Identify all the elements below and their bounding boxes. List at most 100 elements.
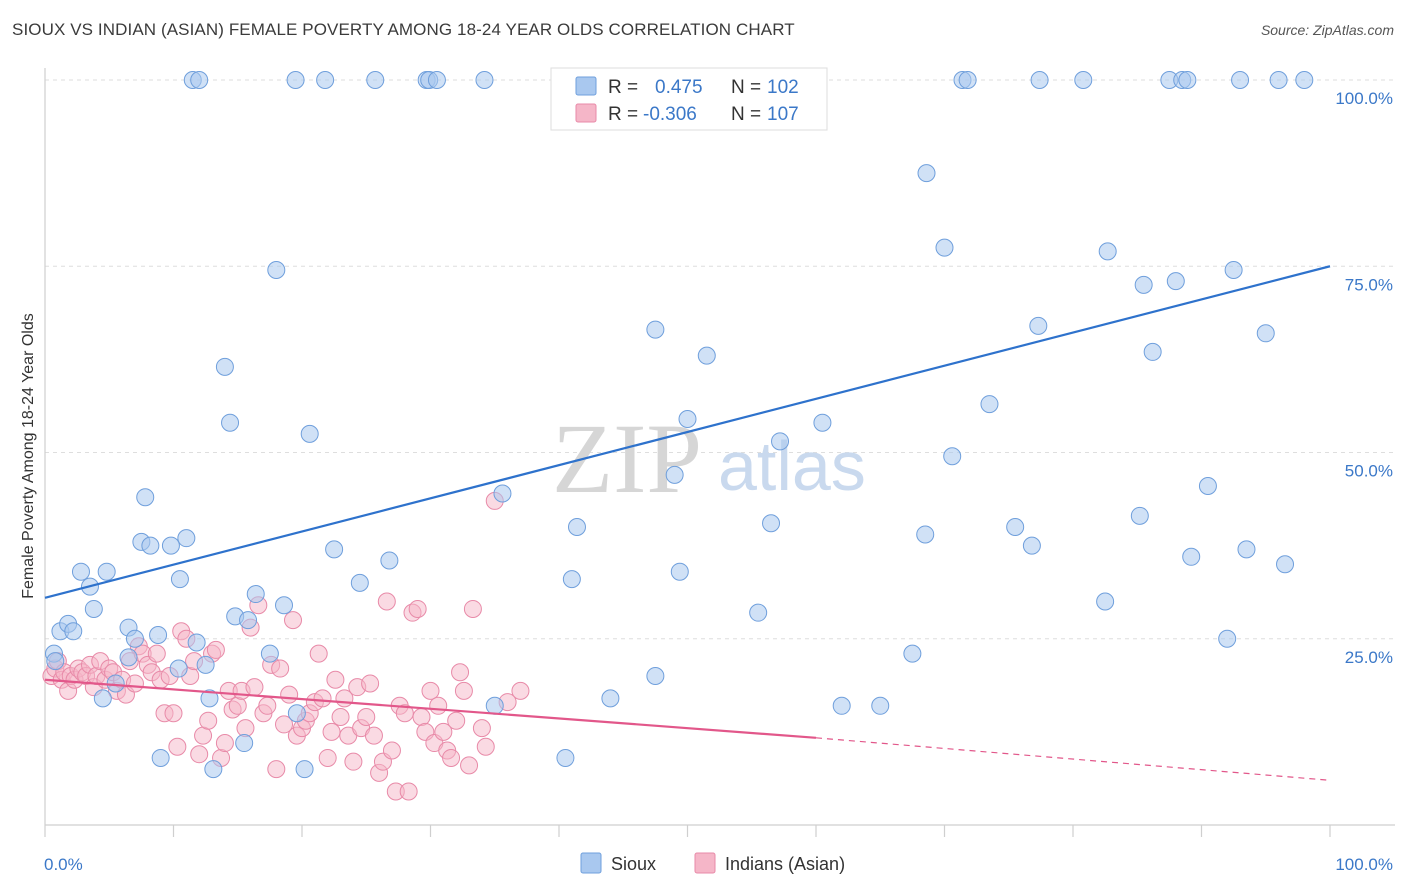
sioux-point [678,409,697,428]
sioux-point [903,644,922,663]
sioux-point [1295,71,1314,89]
sioux-point [190,71,209,89]
indian-point [199,711,218,730]
sioux-point [832,696,851,715]
legend-swatch-indian [575,103,597,123]
indian-trend-line [44,678,817,739]
sioux-trend-line [44,265,1331,599]
indian-point [236,719,255,738]
sioux-point [762,514,781,533]
indian-point [460,756,479,775]
sioux-point [1269,71,1288,89]
sioux-point [1006,518,1025,536]
sioux-point [149,626,168,645]
x-tick-label-min: 0.0% [44,855,83,874]
legend: R = 0.475 N = 102 R = -0.306 N = 107 [550,67,828,131]
indian-point [326,670,345,689]
indian-point [434,722,453,741]
sioux-point [1237,540,1256,559]
sioux-point [187,633,206,652]
source-label: Source: ZipAtlas.com [1260,22,1394,38]
sioux-point [119,648,138,667]
chart-title: SIOUX VS INDIAN (ASIAN) FEMALE POVERTY A… [12,20,795,39]
sioux-point [239,611,258,630]
sioux-point [493,484,512,503]
legend-n-value-sioux: 102 [767,77,799,98]
sioux-point [771,432,790,451]
sioux-point [646,667,665,685]
watermark-zip: ZIP [552,403,702,514]
sioux-point [366,71,385,89]
sioux-point [1030,71,1049,89]
indian-point [364,726,383,745]
indian-point [275,715,294,734]
indian-point [258,696,277,715]
legend-r-label-sioux: R = [608,77,638,98]
indian-point [476,737,495,756]
watermark-atlas: atlas [718,427,866,505]
sioux-point [1256,324,1275,343]
indian-point [280,685,299,704]
sioux-point [161,536,180,555]
sioux-point [300,424,319,443]
sioux-point [1134,275,1153,294]
trend-lines [44,265,1331,781]
indian-point [215,734,234,753]
legend-r-value-sioux: 0.475 [655,77,703,98]
indian-point [284,611,303,630]
indian-point [412,707,431,726]
sioux-point [177,529,196,548]
sioux-point [221,413,240,432]
sioux-point [427,71,446,89]
sioux-point [1276,555,1295,574]
y-tick-labels: 25.0% 50.0% 75.0% 100.0% [1335,89,1393,667]
indian-point [377,592,396,611]
sioux-point [1143,342,1162,361]
sioux-point [556,748,575,767]
legend-box [550,67,828,131]
sioux-point [325,540,344,559]
indian-point [228,696,247,715]
sioux-point [1218,629,1237,648]
sioux-point [287,704,306,723]
sioux-point [697,346,716,365]
indian-point [442,748,461,767]
sioux-point [871,696,890,715]
indian-point [357,707,376,726]
sioux-point [562,570,581,589]
sioux-point [670,562,689,581]
indian-point [447,711,466,730]
legend-swatch-sioux [575,76,597,96]
legend-r-label-indian: R = [608,104,638,125]
sioux-point [84,599,103,618]
bottom-legend-swatch-sioux [580,852,602,874]
indian-point [245,678,264,697]
legend-n-label-sioux: N = [731,77,761,98]
sioux-point [917,164,936,183]
sioux-point [1178,71,1197,89]
indian-point [206,640,225,659]
sioux-point [204,760,223,779]
sioux-point [935,238,954,257]
sioux-point [350,573,369,592]
indian-point [267,760,286,779]
indian-point [451,663,470,682]
sioux-point [1166,272,1185,291]
sioux-point [170,570,189,589]
legend-n-label-indian: N = [731,104,761,125]
indian-point [322,722,341,741]
indian-point [421,681,440,700]
indian-point [331,707,350,726]
sioux-point [1098,242,1117,261]
y-tick-label: 50.0% [1345,462,1393,481]
indian-point [125,674,144,693]
indian-point [313,689,332,708]
sioux-point [380,551,399,570]
sioux-point [215,357,234,376]
x-tick-label-max: 100.0% [1335,855,1393,874]
sioux-point [316,71,335,89]
sioux-point [246,585,265,604]
sioux-point [916,525,935,544]
axes [44,68,1395,837]
